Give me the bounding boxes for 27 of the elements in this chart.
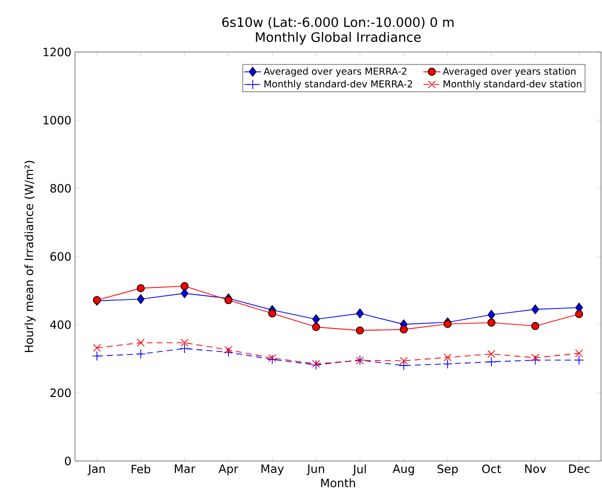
y-tick-label: 400	[50, 320, 71, 329]
y-tick-label: 1000	[44, 116, 71, 124]
y-tick-label: 200	[50, 388, 71, 398]
x-tick-label: Sep	[438, 464, 458, 476]
x-tick-label: Oct	[482, 464, 502, 474]
legend-label: Averaged over years station	[442, 67, 576, 77]
y-tick-label: 1200	[44, 48, 71, 56]
legend-label: Monthly standard-dev station	[444, 80, 582, 90]
y-axis-title: Hourly mean of Irradiance (W/m²)	[24, 160, 36, 352]
legend-label: Monthly standard-dev MERRA-2	[264, 80, 412, 90]
x-tick-label: Aug	[392, 464, 414, 476]
y-tick-label: 600	[50, 252, 71, 261]
x-tick-label: Feb	[132, 464, 150, 474]
legend-label: Averaged over years MERRA-2	[264, 67, 406, 77]
x-tick-label: May	[262, 464, 284, 476]
y-tick-label: 800	[50, 184, 71, 193]
x-tick-label: Nov	[525, 464, 546, 474]
x-tick-label: Dec	[569, 464, 590, 474]
x-tick-label: Jul	[352, 464, 366, 476]
y-tick-label: 0	[64, 456, 71, 466]
x-tick-label: Jun	[306, 464, 324, 476]
x-axis-title: Month	[321, 478, 355, 488]
chart-title: 6s10w (Lat:-6.000 Lon:-10.000) 0 m	[222, 17, 454, 29]
x-tick-label: Mar	[174, 464, 196, 474]
x-tick-label: Jan	[87, 464, 105, 476]
x-tick-label: Apr	[218, 464, 238, 476]
chart-subtitle: Monthly Global Irradiance	[256, 32, 421, 44]
